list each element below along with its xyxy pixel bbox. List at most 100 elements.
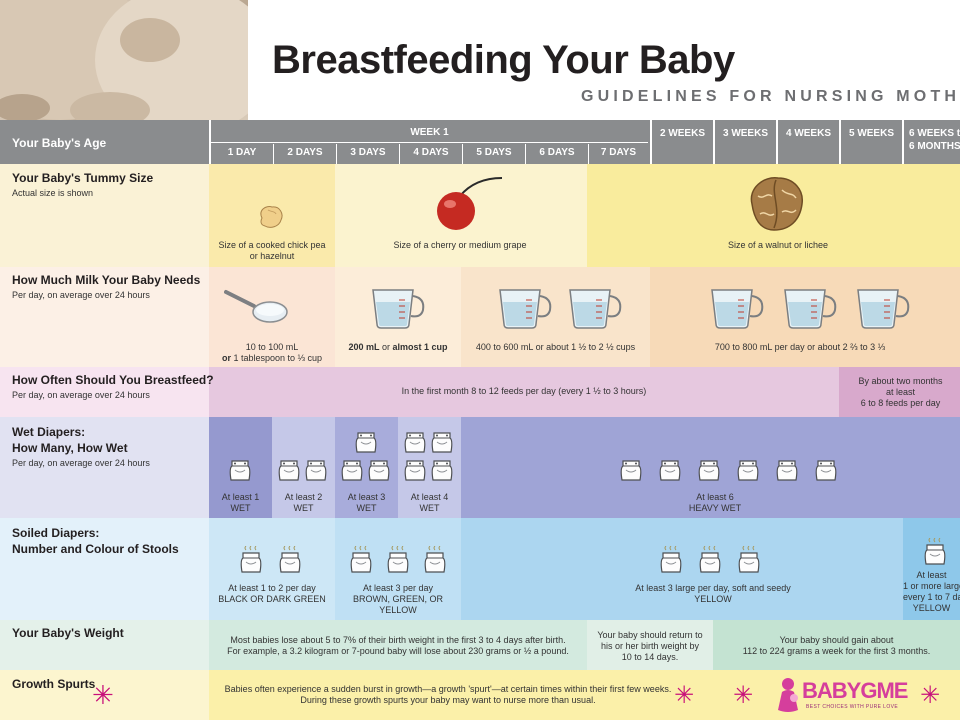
day-3: 3 DAYS — [350, 147, 386, 158]
wet-diaper-icon — [620, 460, 642, 481]
weight-week2 — [587, 620, 713, 670]
star-icon: ✳ — [733, 682, 754, 709]
weight-a-line1: Most babies lose about 5 to 7% of their … — [230, 635, 566, 645]
often-main-text: In the first month 8 to 12 feeds per day… — [401, 386, 647, 396]
soiled-day3-line2: BROWN, GREEN, OR YELLOW — [352, 594, 443, 615]
chickpea-caption: Size of a cooked chick pea or hazelnut — [212, 240, 332, 262]
divider — [209, 120, 211, 164]
babygme-logo: BABYGME BEST CHOICES WITH PURE LOVE — [772, 676, 910, 716]
milk-day5-caption: 400 to 600 mL or about 1 ½ to 2 ½ cups — [463, 342, 648, 353]
weight-label-cell — [0, 620, 209, 670]
measuring-cup-icon — [569, 289, 622, 329]
wet-day2-line1: At least 2 — [284, 492, 323, 502]
soiled-day1-line1: At least 1 to 2 per day — [228, 583, 316, 593]
wet-day3-caption: At least 3 WET — [335, 492, 398, 514]
weight-week3-plus — [713, 620, 960, 670]
tablespoon-icon — [224, 290, 288, 323]
week-6-line1: 6 WEEKS to — [909, 128, 960, 139]
wet-diaper-icon — [431, 460, 453, 481]
page-subtitle: GUIDELINES FOR NURSING MOTHERS — [581, 88, 960, 105]
milk-day3-or: or — [379, 342, 393, 352]
soiled-diaper-icon — [424, 546, 446, 573]
wet-label-line2: How Many, How Wet — [12, 441, 128, 455]
soiled-day3-line1: At least 3 per day — [362, 583, 434, 593]
weight-week3-text: Your baby should gain about 112 to 224 gr… — [713, 635, 960, 657]
soiled-day3-caption: At least 3 per day BROWN, GREEN, OR YELLO… — [335, 583, 461, 616]
often-month2-text: By about two months at least 6 to 8 feed… — [841, 376, 960, 409]
milk-week2-or: per day or — [772, 342, 818, 352]
wet-diaper-icon — [659, 460, 681, 481]
wet-label-line1: Wet Diapers: — [12, 425, 86, 439]
wet-diaper-icon — [698, 460, 720, 481]
soiled-day5-line1: At least 3 large per day, soft and seedy — [635, 583, 791, 593]
wet-label-cell — [0, 417, 209, 518]
wet-diaper-icon — [341, 460, 363, 481]
divider — [650, 120, 652, 164]
soiled-week6-caption: At least 1 or more large every 1 to 7 da… — [903, 570, 960, 614]
soiled-diaper-icon — [699, 546, 721, 573]
wet-day1-line2: WET — [230, 503, 251, 513]
divider — [336, 144, 337, 164]
soiled-diaper-icon — [279, 546, 301, 573]
age-header-row: Your Baby's Age WEEK 1 1 DAY 2 DAYS 3 DA… — [0, 120, 960, 164]
week-3: 3 WEEKS — [722, 128, 768, 139]
nursing-baby-illustration — [0, 0, 248, 120]
week-4: 4 WEEKS — [785, 128, 831, 139]
measuring-cup-icon — [372, 289, 425, 329]
milk-label: How Much Milk Your Baby Needs — [12, 273, 201, 287]
soiled-label: Soiled Diapers: Number and Colour of Sto… — [12, 525, 179, 557]
soiled-week6-plus — [903, 518, 960, 620]
milk-week2-caption: 700 to 800 mL per day or about 2 ⅔ to 3 … — [700, 342, 900, 353]
milk-day3-amount: 200 mL — [348, 342, 380, 352]
wet-diaper-icon — [776, 460, 798, 481]
cherry-icon — [437, 177, 503, 230]
milk-day5-7 — [461, 267, 650, 367]
week-2: 2 WEEKS — [659, 128, 705, 139]
milk-week2-amount: 700 to 800 mL — [714, 342, 773, 352]
soiled-label-cell — [0, 518, 209, 620]
soiled-week6-line4: YELLOW — [912, 603, 951, 613]
header-photo — [0, 0, 248, 120]
day-6: 6 DAYS — [539, 147, 575, 158]
chickpea-icon — [260, 206, 283, 228]
star-icon: ✳ — [920, 682, 941, 709]
divider — [588, 144, 589, 164]
age-row-label: Your Baby's Age — [12, 136, 107, 150]
walnut-caption: Size of a walnut or lichee — [727, 240, 829, 250]
soiled-diaper-icon — [738, 546, 760, 573]
wet-diaper-icon — [431, 432, 453, 453]
wet-day5-line2: HEAVY WET — [688, 503, 742, 513]
cherry-caption: Size of a cherry or medium grape — [393, 240, 527, 250]
spurts-line2: During these growth spurts your baby may… — [300, 695, 596, 705]
wet-day3-line2: WET — [356, 503, 377, 513]
week-5: 5 WEEKS — [848, 128, 894, 139]
weight-b-line3: 10 to 14 days. — [621, 652, 679, 662]
tummy-label: Your Baby's Tummy Size — [12, 171, 154, 185]
soiled-diaper-icon — [240, 546, 262, 573]
mother-baby-logo-icon — [778, 678, 798, 712]
logo-text: BABYGME — [802, 678, 908, 703]
week1-label: WEEK 1 — [410, 127, 449, 138]
wet-day3-line1: At least 3 — [347, 492, 386, 502]
spurts-label: Growth Spurts — [12, 677, 96, 691]
soiled-day5-caption: At least 3 large per day, soft and seedy… — [600, 583, 826, 605]
walnut-icon — [750, 177, 803, 231]
day-2: 2 DAYS — [287, 147, 323, 158]
tummy-label-cell — [0, 164, 209, 267]
milk-day1-cups: 1 tablespoon to ⅓ cup — [230, 353, 323, 363]
spurts-line1: Babies often experience a sudden burst i… — [224, 684, 672, 694]
spurts-label-cell — [0, 670, 209, 720]
day-7: 7 DAYS — [600, 147, 637, 158]
page-title: Breastfeeding Your Baby — [272, 38, 735, 82]
often-sub: Per day, on average over 24 hours — [12, 390, 150, 400]
soiled-week6-line1: At least — [916, 570, 947, 580]
wet-diaper-icon — [229, 460, 251, 481]
weight-week1 — [209, 620, 587, 670]
weight-b-line1: Your baby should return to — [597, 630, 703, 640]
day-4: 4 DAYS — [413, 147, 449, 158]
wet-diaper-icon — [305, 460, 327, 481]
often-month2 — [839, 367, 960, 417]
soiled-day5-plus — [461, 518, 903, 620]
wet-diaper-icon — [278, 460, 300, 481]
weight-c-line1: Your baby should gain about — [779, 635, 894, 645]
